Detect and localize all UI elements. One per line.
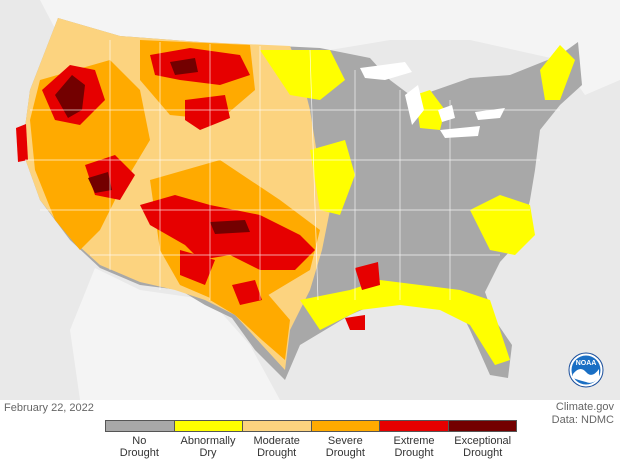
exceptional-drought-plains bbox=[210, 220, 250, 234]
great-lakes bbox=[360, 62, 505, 138]
legend-label-line1: Moderate bbox=[253, 435, 300, 447]
map-svg bbox=[16, 0, 620, 400]
legend-swatch-moderate-drought bbox=[243, 421, 312, 431]
noaa-logo: NOAA bbox=[568, 352, 604, 388]
extreme-drought-california bbox=[16, 124, 28, 162]
legend-label-line1: Exceptional bbox=[454, 435, 512, 447]
legend-label-exceptional-drought: Exceptional Drought bbox=[448, 435, 517, 459]
legend-label-extreme-drought: Extreme Drought bbox=[380, 435, 449, 459]
legend-label-line1: Abnormally bbox=[180, 435, 236, 447]
legend-swatch-severe-drought bbox=[311, 421, 380, 431]
state-borders bbox=[25, 40, 560, 301]
extreme-drought-wyoming bbox=[185, 95, 230, 130]
extreme-drought-gulf bbox=[345, 315, 365, 330]
legend-label-severe-drought: Severe Drought bbox=[311, 435, 380, 459]
abnormally-dry-midwest bbox=[310, 140, 355, 215]
legend-label-line2: Drought bbox=[394, 447, 434, 459]
canada-landmass bbox=[40, 0, 620, 95]
extreme-drought-new-mexico bbox=[180, 250, 215, 285]
credit-site: Climate.gov bbox=[555, 401, 614, 413]
abnormally-dry-south bbox=[300, 280, 510, 365]
exceptional-drought-montana bbox=[170, 58, 198, 75]
legend-swatch-no-drought bbox=[106, 421, 175, 431]
drought-map: NOAA bbox=[0, 0, 620, 400]
legend-label-line2: Dry bbox=[199, 447, 217, 459]
legend-label-line2: Drought bbox=[463, 447, 503, 459]
legend-swatches bbox=[105, 420, 517, 432]
severe-drought-texas bbox=[205, 280, 290, 360]
mexico-landmass bbox=[70, 268, 280, 400]
legend-labels: No Drought Abnormally Dry Moderate Droug… bbox=[105, 435, 517, 459]
legend-label-abnormally-dry: Abnormally Dry bbox=[174, 435, 243, 459]
map-date: February 22, 2022 bbox=[4, 402, 94, 414]
exceptional-drought-oregon bbox=[55, 75, 85, 118]
map-credit: Climate.gov Data: NDMC bbox=[552, 401, 614, 427]
noaa-logo-text: NOAA bbox=[576, 360, 597, 367]
extreme-drought-texas bbox=[232, 280, 262, 305]
legend-label-no-drought: No Drought bbox=[105, 435, 174, 459]
extreme-drought-montana bbox=[150, 48, 250, 85]
extreme-drought-arkansas bbox=[355, 262, 380, 290]
abnormally-dry-north bbox=[260, 50, 345, 100]
legend-label-line2: Drought bbox=[257, 447, 297, 459]
legend-label-line2: Drought bbox=[119, 447, 159, 459]
legend-swatch-abnormally-dry bbox=[174, 421, 243, 431]
legend-label-line1: No bbox=[132, 435, 147, 447]
abnormally-dry-northeast bbox=[540, 45, 575, 100]
exceptional-drought-nevada bbox=[88, 172, 112, 193]
legend-swatch-exceptional-drought bbox=[448, 421, 516, 431]
credit-data: Data: NDMC bbox=[551, 414, 614, 426]
legend-swatch-extreme-drought bbox=[380, 421, 449, 431]
legend-label-line2: Drought bbox=[325, 447, 365, 459]
drought-legend: No Drought Abnormally Dry Moderate Droug… bbox=[105, 420, 517, 459]
legend-label-line1: Extreme bbox=[393, 435, 435, 447]
legend-label-line1: Severe bbox=[327, 435, 363, 447]
legend-label-moderate-drought: Moderate Drought bbox=[242, 435, 311, 459]
